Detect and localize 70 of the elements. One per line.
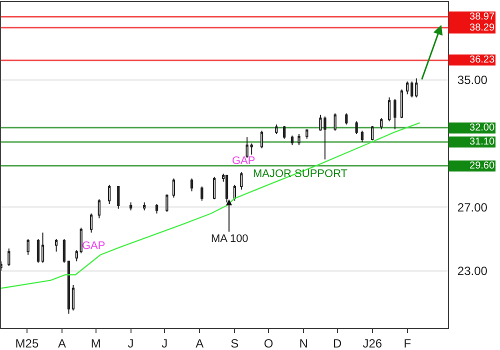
candlestick <box>250 143 253 156</box>
candlestick <box>371 126 374 141</box>
x-tick-label: O <box>264 336 274 350</box>
candlestick <box>355 120 358 134</box>
x-tick-label: F <box>404 336 412 350</box>
candlestick <box>233 184 236 202</box>
x-tick-label: S <box>230 336 239 350</box>
x-tick-label: J <box>162 336 168 350</box>
annotation: MAJOR SUPPORT <box>253 168 348 180</box>
candlestick <box>283 126 286 140</box>
candlestick <box>172 178 176 198</box>
ref-line-label: 36.23 <box>470 54 495 66</box>
candlestick <box>345 112 348 125</box>
candlestick <box>410 81 414 98</box>
annotation: MA 100 <box>211 233 248 245</box>
candlestick <box>117 186 120 210</box>
y-tick-label: 23.00 <box>457 264 488 278</box>
x-tick-label: J <box>128 336 134 350</box>
ref-line-label: 38.97 <box>470 12 495 22</box>
ref-line-label: 29.60 <box>470 160 495 172</box>
candlestick <box>213 176 216 200</box>
x-tick-label: J26 <box>362 336 382 350</box>
candlestick <box>260 130 264 149</box>
candlestick <box>400 88 404 119</box>
candlestick <box>240 172 243 190</box>
x-tick-label: M <box>90 336 101 350</box>
candlestick <box>26 238 30 256</box>
candlestick <box>155 203 158 214</box>
x-tick-label: N <box>299 336 308 350</box>
candlestick <box>143 202 146 211</box>
candlestick <box>36 238 40 264</box>
candlestick <box>108 184 111 204</box>
candlestick <box>406 81 409 95</box>
candlestick <box>394 98 396 130</box>
x-tick-label: A <box>196 336 204 350</box>
candlestick <box>290 135 294 146</box>
candlestick <box>388 96 391 122</box>
candlestick <box>67 260 70 314</box>
candlestick <box>98 198 101 219</box>
candlestick <box>129 202 132 211</box>
candlestick <box>415 78 418 98</box>
ref-line-label: 38.29 <box>470 22 495 34</box>
x-tick-label: A <box>58 336 66 350</box>
y-tick-label: 27.00 <box>457 200 488 214</box>
x-tick-label: D <box>333 336 342 350</box>
candlestick <box>41 232 44 264</box>
ref-line-label: 32.00 <box>470 122 495 134</box>
y-tick-label: 35.00 <box>457 73 488 88</box>
candlestick <box>90 213 93 234</box>
candlestick <box>298 133 300 146</box>
candlestick <box>80 227 82 254</box>
candlestick <box>360 130 364 142</box>
candlestick <box>75 250 78 262</box>
candlestick <box>334 112 336 132</box>
ref-line-label: 31.10 <box>470 136 495 148</box>
candlestick <box>200 186 204 202</box>
candlestick <box>190 178 194 192</box>
candlestick <box>380 118 383 130</box>
candlestick <box>8 248 10 266</box>
line-series <box>1 122 420 289</box>
candlestick <box>72 284 75 312</box>
candlestick <box>62 238 66 264</box>
annotation: GAP <box>82 240 106 252</box>
candlestick <box>306 128 308 140</box>
candlestick <box>275 124 278 134</box>
candlestick <box>166 194 168 212</box>
annotation: GAP <box>232 155 256 167</box>
candlestick <box>225 174 228 203</box>
candlestick <box>54 238 58 252</box>
x-tick-label: M25 <box>15 336 39 350</box>
